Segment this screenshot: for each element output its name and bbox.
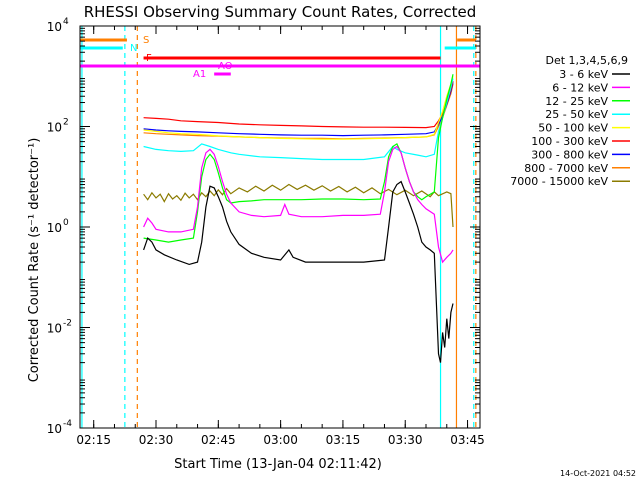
series-line-100-300-kev xyxy=(143,80,454,129)
data-series xyxy=(143,74,454,363)
legend-entry-label: 7000 - 15000 keV xyxy=(510,175,608,188)
x-tick-label: 02:30 xyxy=(139,433,174,447)
y-tick-exponent: -4 xyxy=(63,419,72,429)
date-stamp: 14-Oct-2021 04:52 xyxy=(560,469,636,478)
legend-entry-label: 3 - 6 keV xyxy=(559,68,608,81)
x-axis-label: Start Time (13-Jan-04 02:11:42) xyxy=(174,457,382,472)
y-tick-label: 10 xyxy=(47,121,62,135)
flag-label-f: F xyxy=(146,53,152,64)
y-tick-label: 10 xyxy=(47,20,62,34)
x-tick-label: 03:45 xyxy=(450,433,485,447)
chart-title: RHESSI Observing Summary Count Rates, Co… xyxy=(84,3,477,21)
flag-label-a1: A1 xyxy=(193,69,206,80)
legend-entry-label: 100 - 300 keV xyxy=(531,135,608,148)
legend-header: Det 1,3,4,5,6,9 xyxy=(545,54,628,67)
series-line-7000-15000-kev xyxy=(143,183,454,228)
flag-label-ao: AO xyxy=(218,61,233,72)
flag-bars: SNF AO A1 xyxy=(80,35,480,80)
x-tick-label: 03:15 xyxy=(326,433,361,447)
series-line-6-12-kev xyxy=(143,145,454,264)
plot-frame xyxy=(79,25,481,429)
legend-entry-label: 12 - 25 keV xyxy=(545,95,608,108)
x-tick-label: 02:15 xyxy=(76,433,111,447)
flag-label-n: N xyxy=(130,43,137,54)
x-tick-label: 03:30 xyxy=(388,433,423,447)
series-line-300-800-kev xyxy=(143,82,454,137)
legend-entry-label: 25 - 50 keV xyxy=(545,108,608,121)
legend-entry-label: 300 - 800 keV xyxy=(531,148,608,161)
series-line-50-100-kev xyxy=(143,76,454,140)
y-tick-label: 10 xyxy=(47,221,62,235)
y-axis-label-group: Corrected Count Rate (s⁻¹ detector⁻¹) xyxy=(27,138,42,383)
y-tick-label: 10 xyxy=(47,322,62,336)
y-tick-exponent: 4 xyxy=(63,17,69,27)
legend-entry-label: 50 - 100 keV xyxy=(538,122,608,135)
y-axis-label: Corrected Count Rate (s⁻¹ detector⁻¹) xyxy=(27,138,42,383)
x-tick-label: 03:00 xyxy=(263,433,298,447)
y-tick-label: 10 xyxy=(47,422,62,436)
y-tick-exponent: 2 xyxy=(63,118,69,128)
vertical-markers xyxy=(81,26,477,428)
y-tick-exponent: 0 xyxy=(63,218,69,228)
y-tick-exponent: -2 xyxy=(63,319,72,329)
flag-label-s: S xyxy=(143,35,149,46)
x-tick-label: 02:45 xyxy=(201,433,236,447)
legend-entry-label: 800 - 7000 keV xyxy=(524,162,608,175)
legend-entry-label: 6 - 12 keV xyxy=(552,81,608,94)
series-line-25-50-kev xyxy=(143,78,454,161)
series-line-12-25-kev xyxy=(143,74,454,243)
series-line-3-6-kev xyxy=(143,180,454,363)
series-line-800-7000-kev xyxy=(143,83,454,140)
